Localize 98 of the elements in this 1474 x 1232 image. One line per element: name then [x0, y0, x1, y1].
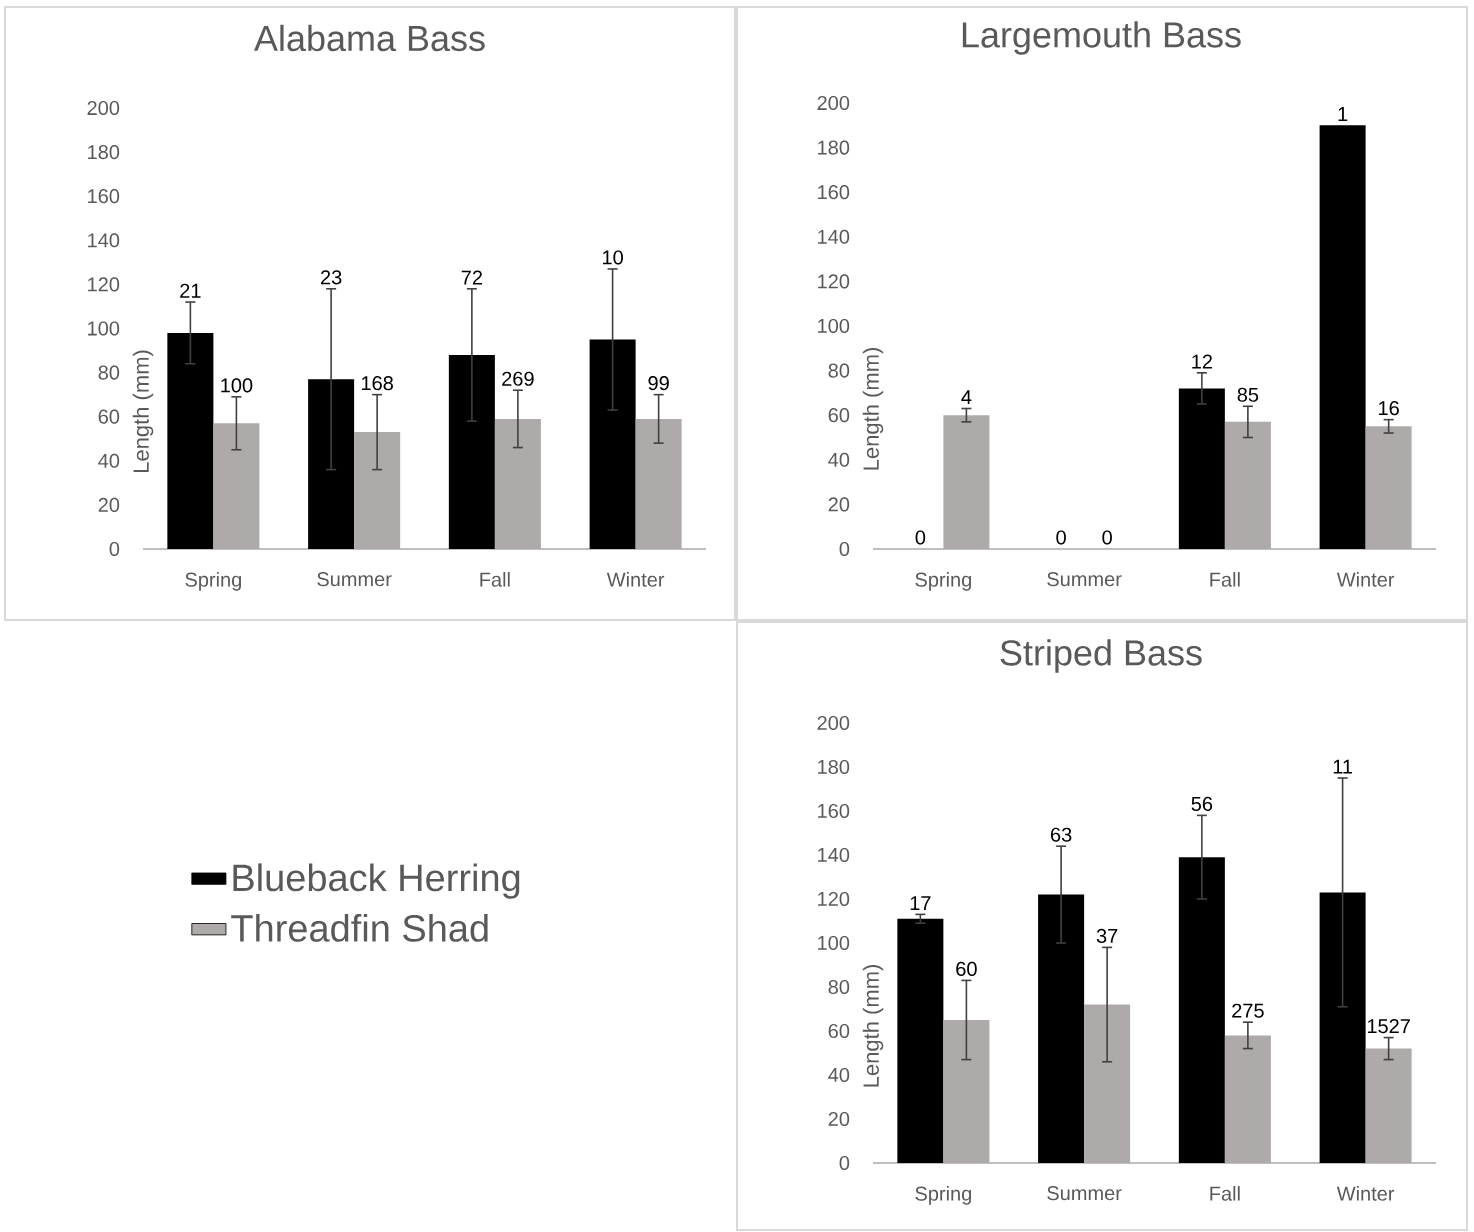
annotation: 11	[1333, 759, 1353, 774]
x-tick-label: Spring	[915, 572, 971, 591]
x-tick-label: Summer	[1047, 572, 1122, 587]
y-tick-label: 80	[828, 979, 850, 995]
y-axis-title: Length (mm)	[862, 348, 884, 470]
bar	[943, 415, 990, 549]
y-tick-label: 80	[828, 363, 850, 378]
annotation: 37	[1096, 928, 1118, 943]
y-tick-label: 60	[828, 1023, 850, 1039]
bar	[308, 379, 355, 549]
bar	[448, 354, 495, 549]
y-tick-label: 200	[87, 100, 120, 116]
y-tick-label: 120	[88, 277, 120, 292]
y-tick-label: 140	[88, 233, 120, 248]
bar	[494, 418, 541, 549]
y-tick-label: 200	[817, 95, 850, 111]
y-tick-label: 140	[818, 847, 850, 863]
y-tick-label: 120	[818, 891, 850, 907]
chart-title: Alabama Bass	[254, 24, 485, 52]
annotation: 72	[461, 270, 482, 285]
y-tick-label: 100	[818, 935, 850, 951]
annotation: 275	[1232, 1003, 1264, 1018]
y-tick-label: 140	[818, 229, 850, 244]
annotation: 269	[502, 371, 534, 386]
y-tick-label: 180	[818, 140, 850, 155]
chart-title: Largemouth Bass	[962, 21, 1241, 55]
annotation: 0	[1056, 530, 1066, 545]
annotation: 1	[1338, 107, 1348, 121]
x-tick-label: Winter	[1336, 572, 1395, 587]
y-tick-label: 160	[818, 185, 850, 200]
bar	[1365, 1048, 1412, 1163]
x-tick-label: Fall	[480, 572, 510, 587]
y-tick-label: 0	[839, 541, 850, 557]
annotation: 4	[961, 390, 972, 405]
annotation: 63	[1050, 827, 1072, 842]
x-tick-label: Winter	[606, 572, 665, 587]
x-tick-label: Spring	[185, 572, 241, 591]
bar	[943, 1019, 990, 1163]
x-tick-label: Summer	[1047, 1186, 1122, 1201]
y-tick-label: 200	[817, 715, 850, 731]
annotation: 17	[910, 896, 931, 910]
y-tick-label: 40	[98, 453, 120, 468]
y-tick-label: 100	[818, 318, 850, 334]
y-tick-label: 180	[88, 145, 120, 160]
x-tick-label: Summer	[317, 572, 392, 587]
y-tick-label: 0	[109, 541, 120, 557]
chart-title: Striped Bass	[1000, 639, 1202, 673]
annotation: 16	[1379, 401, 1399, 416]
bar	[589, 339, 636, 549]
y-tick-label: 20	[828, 497, 850, 512]
bar	[635, 418, 682, 549]
bar	[1178, 388, 1225, 549]
annotation: 0	[1102, 530, 1112, 545]
bar	[897, 918, 944, 1163]
y-tick-label: 100	[88, 321, 120, 336]
bar	[1224, 1035, 1271, 1163]
y-tick-label: 120	[818, 274, 850, 289]
annotation: 10	[603, 250, 623, 265]
y-axis-title: Length (mm)	[862, 965, 884, 1087]
bar	[213, 423, 260, 549]
bar	[1224, 421, 1271, 549]
annotation: 85	[1237, 387, 1259, 402]
annotation: 99	[648, 376, 669, 391]
y-tick-label: 20	[98, 497, 120, 512]
x-tick-label: Winter	[1336, 1186, 1395, 1201]
y-tick-label: 40	[828, 1067, 850, 1083]
bar	[167, 332, 214, 549]
annotation: 12	[1192, 354, 1212, 369]
y-tick-label: 0	[839, 1155, 850, 1171]
annotation: 0	[915, 530, 926, 545]
x-tick-label: Fall	[1210, 1186, 1240, 1201]
y-tick-label: 160	[88, 189, 120, 204]
bar	[1038, 894, 1085, 1163]
annotation: 168	[361, 376, 393, 391]
x-tick-label: Spring	[915, 1186, 971, 1205]
y-tick-label: 160	[818, 803, 850, 819]
y-tick-label: 80	[98, 365, 120, 380]
annotation: 60	[956, 961, 977, 976]
bar	[1084, 1004, 1131, 1163]
bar	[354, 432, 401, 549]
y-tick-label: 180	[818, 759, 850, 775]
y-tick-label: 20	[828, 1111, 850, 1127]
annotation: 100	[221, 378, 253, 393]
legend-label: Threadfin Shad	[231, 913, 488, 942]
annotation: 21	[180, 283, 201, 298]
annotation: 56	[1191, 796, 1213, 811]
bar	[1319, 892, 1366, 1163]
bar	[1178, 857, 1225, 1163]
annotation: 23	[321, 270, 342, 285]
y-tick-label: 60	[98, 409, 120, 424]
legend-label: Blueback Herring	[233, 863, 520, 899]
x-tick-label: Fall	[1210, 572, 1240, 587]
y-tick-label: 60	[828, 408, 850, 423]
y-tick-label: 40	[828, 452, 850, 467]
annotation: 1527	[1367, 1019, 1410, 1034]
bar	[1365, 426, 1412, 549]
y-axis-title: Length (mm)	[132, 350, 154, 473]
bar	[1319, 125, 1366, 549]
